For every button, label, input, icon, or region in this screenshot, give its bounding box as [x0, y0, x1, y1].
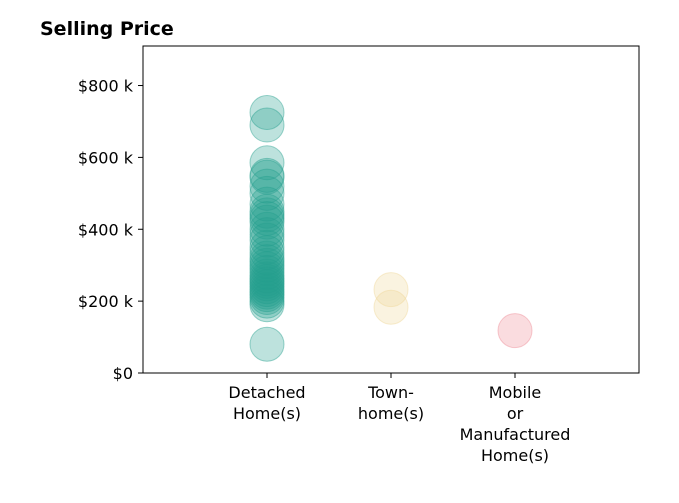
data-points	[249, 94, 533, 362]
data-point	[249, 277, 285, 313]
data-point	[249, 326, 285, 362]
y-tick-label: $0	[113, 364, 133, 383]
data-point	[249, 240, 285, 276]
data-point	[249, 229, 285, 265]
data-point	[249, 168, 285, 204]
data-point	[249, 272, 285, 308]
x-tick-label-line: Town-	[367, 383, 414, 402]
data-point	[249, 211, 285, 247]
x-tick-label-line: Home(s)	[481, 446, 549, 465]
data-point	[249, 217, 285, 253]
data-point	[249, 235, 285, 271]
data-point	[249, 287, 285, 323]
data-point	[249, 254, 285, 290]
y-tick-label: $200 k	[78, 292, 134, 311]
data-point	[249, 94, 285, 130]
y-tick-label: $400 k	[78, 220, 134, 239]
data-point	[249, 269, 285, 305]
data-point	[249, 258, 285, 294]
x-axis: Detached Home(s) Town-home(s) Mobile or Manuf…	[228, 373, 570, 465]
data-point	[249, 159, 285, 195]
data-point	[249, 200, 285, 236]
data-point	[249, 244, 285, 280]
data-point	[249, 145, 285, 181]
data-point	[249, 222, 285, 258]
data-point	[249, 193, 285, 229]
data-point	[249, 266, 285, 302]
y-tick-label: $600 k	[78, 148, 134, 167]
x-tick-label: Detached Home(s)	[228, 383, 305, 423]
data-point	[373, 272, 409, 308]
data-point	[497, 313, 533, 349]
x-tick-label: Town-home(s)	[358, 383, 424, 423]
chart-title: Selling Price	[40, 18, 174, 40]
data-point	[249, 107, 285, 143]
data-point	[249, 261, 285, 297]
x-tick-label: Mobile or Manufactured Home(s)	[460, 383, 571, 465]
data-point	[249, 204, 285, 240]
data-point	[249, 283, 285, 319]
data-point	[249, 186, 285, 222]
y-tick-label: $800 k	[78, 77, 134, 96]
data-point	[249, 157, 285, 193]
y-axis: $0 $200 k $400 k $600 k $800 k	[78, 77, 143, 383]
x-tick-label-line: Mobile	[489, 383, 541, 402]
data-point	[249, 175, 285, 211]
x-tick-label-line: Home(s)	[233, 404, 301, 423]
data-point	[249, 280, 285, 316]
x-tick-label-line: Detached	[228, 383, 305, 402]
data-point	[249, 274, 285, 310]
data-point	[373, 289, 409, 325]
data-point	[249, 197, 285, 233]
x-tick-label-line: home(s)	[358, 404, 424, 423]
x-tick-label-line: Manufactured	[460, 425, 571, 444]
x-tick-label-line: or	[507, 404, 524, 423]
data-point	[249, 263, 285, 299]
data-point	[249, 247, 285, 283]
data-point	[249, 251, 285, 287]
